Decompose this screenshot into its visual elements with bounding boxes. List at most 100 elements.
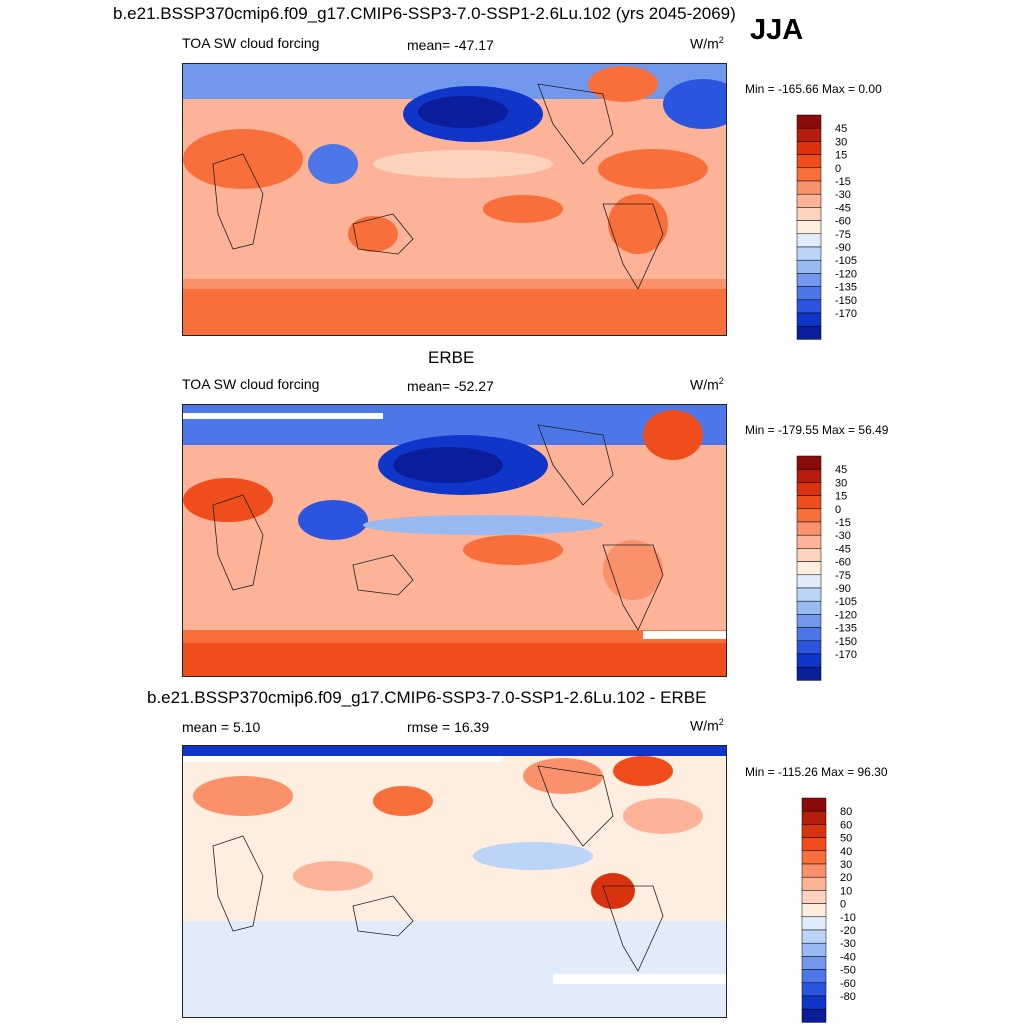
colorbar-swatch (796, 495, 822, 510)
colorbar-swatch (801, 1008, 827, 1023)
colorbar-swatch (796, 312, 822, 327)
colorbar-swatch (801, 810, 827, 825)
colorbar-swatch (796, 233, 822, 248)
colorbar-tick-label: 30 (835, 136, 847, 148)
colorbar-tick-label: -40 (840, 951, 856, 963)
figure-title: b.e21.BSSP370cmip6.f09_g17.CMIP6-SSP3-7.… (113, 4, 736, 23)
colorbar-tick-label: 60 (840, 819, 852, 831)
panel2-units: W/m2 (690, 376, 724, 393)
colorbar-tick-label: 20 (840, 872, 852, 884)
colorbar-tick-label: 45 (835, 464, 847, 476)
colorbar-swatch (796, 180, 822, 195)
colorbar-tick-label: 10 (840, 885, 852, 897)
panel2-variable: TOA SW cloud forcing (182, 376, 320, 392)
panel1-mean: mean= -47.17 (407, 37, 494, 53)
colorbar-tick-label: -45 (835, 202, 851, 214)
panel2-map-plot (183, 405, 726, 676)
colorbar-swatch (796, 548, 822, 562)
colorbar-swatch (796, 587, 822, 602)
panel1-colorbar: 45 30 15 0 -15 -30 -45 -60 -75 -90 -105 -120 -135 -15… (796, 114, 877, 340)
colorbar-swatch (801, 982, 827, 997)
panel3-minmax: Min = -115.26 Max = 96.30 (745, 765, 888, 779)
colorbar-tick-label: -75 (835, 570, 851, 582)
colorbar-swatch (796, 299, 822, 314)
colorbar-swatch (796, 666, 822, 681)
colorbar-tick-label: -15 (835, 176, 851, 188)
colorbar-swatch (796, 482, 822, 496)
colorbar-tick-label: -30 (835, 189, 851, 201)
colorbar-tick-label: 80 (840, 806, 852, 818)
panel3-rmse: rmse = 16.39 (407, 719, 490, 735)
colorbar-tick-label: -105 (835, 596, 857, 608)
panel1-map (182, 63, 727, 336)
colorbar-tick-label: -90 (835, 242, 851, 254)
panel3-map-plot (183, 746, 726, 1017)
colorbar-tick-label: 45 (835, 123, 847, 135)
colorbar-tick-label: 0 (840, 899, 846, 911)
panel1-variable: TOA SW cloud forcing (182, 35, 320, 51)
colorbar-swatch (796, 167, 822, 182)
colorbar-swatch (801, 942, 827, 957)
colorbar-tick-label: 30 (840, 859, 852, 871)
colorbar-swatch (796, 286, 822, 301)
colorbar-tick-label: -60 (835, 557, 851, 569)
colorbar-tick-label: -150 (835, 295, 857, 307)
season-label: JJA (750, 14, 804, 46)
colorbar-swatch (801, 863, 827, 878)
colorbar-tick-label: -45 (835, 543, 851, 555)
colorbar-tick-label: -50 (840, 965, 856, 977)
colorbar-tick-label: -170 (835, 308, 857, 320)
colorbar-swatch (796, 521, 822, 536)
colorbar-tick-label: -30 (835, 530, 851, 542)
colorbar-swatch (796, 653, 822, 668)
colorbar-tick-label: -20 (840, 925, 856, 937)
colorbar-swatch (796, 325, 822, 340)
colorbar-swatch (796, 574, 822, 589)
panel3-colorbar: 80 60 50 40 30 20 10 0 -10 -20 -30 -40 -50 -60 -80 (801, 797, 882, 1023)
colorbar-swatch (801, 876, 827, 891)
colorbar-swatch (796, 154, 822, 169)
colorbar-tick-label: 15 (835, 491, 847, 503)
colorbar-swatch (801, 837, 827, 852)
colorbar-swatch (801, 956, 827, 970)
panel1-units: W/m2 (690, 35, 724, 52)
colorbar-swatch (801, 797, 827, 812)
colorbar-swatch (801, 903, 827, 918)
colorbar-swatch (796, 561, 822, 576)
colorbar-tick-label: -135 (835, 282, 857, 294)
colorbar-tick-label: -80 (840, 991, 856, 1003)
panel3-title: b.e21.BSSP370cmip6.f09_g17.CMIP6-SSP3-7.… (147, 688, 707, 707)
colorbar-swatch (796, 627, 822, 642)
colorbar-tick-label: -120 (835, 609, 857, 621)
colorbar-tick-label: -150 (835, 636, 857, 648)
colorbar-swatch (796, 455, 822, 470)
colorbar-swatch (796, 220, 822, 235)
panel1-minmax: Min = -165.66 Max = 0.00 (745, 82, 882, 96)
colorbar-swatch (796, 534, 822, 549)
colorbar-swatch (796, 114, 822, 129)
panel3-mean: mean = 5.10 (182, 719, 261, 735)
colorbar-tick-label: -10 (840, 912, 856, 924)
colorbar-swatch (796, 207, 822, 221)
colorbar-tick-label: -135 (835, 623, 857, 635)
colorbar-tick-label: -30 (840, 938, 856, 950)
colorbar-swatch (796, 640, 822, 655)
colorbar-swatch (801, 824, 827, 838)
panel3-units: W/m2 (690, 717, 724, 734)
colorbar-tick-label: -75 (835, 229, 851, 241)
colorbar-tick-label: 0 (835, 504, 841, 516)
colorbar-tick-label: 0 (835, 163, 841, 175)
panel3-map (182, 745, 727, 1018)
colorbar-swatch (796, 508, 822, 523)
panel2-minmax: Min = -179.55 Max = 56.49 (745, 423, 889, 437)
colorbar-tick-label: 30 (835, 477, 847, 489)
panel2-map (182, 404, 727, 677)
colorbar-tick-label: -60 (840, 978, 856, 990)
colorbar-tick-label: -60 (835, 216, 851, 228)
panel2-colorbar: 45 30 15 0 -15 -30 -45 -60 -75 -90 -105 -120 -135 -15… (796, 455, 877, 681)
colorbar-tick-label: -120 (835, 268, 857, 280)
colorbar-swatch (801, 850, 827, 865)
